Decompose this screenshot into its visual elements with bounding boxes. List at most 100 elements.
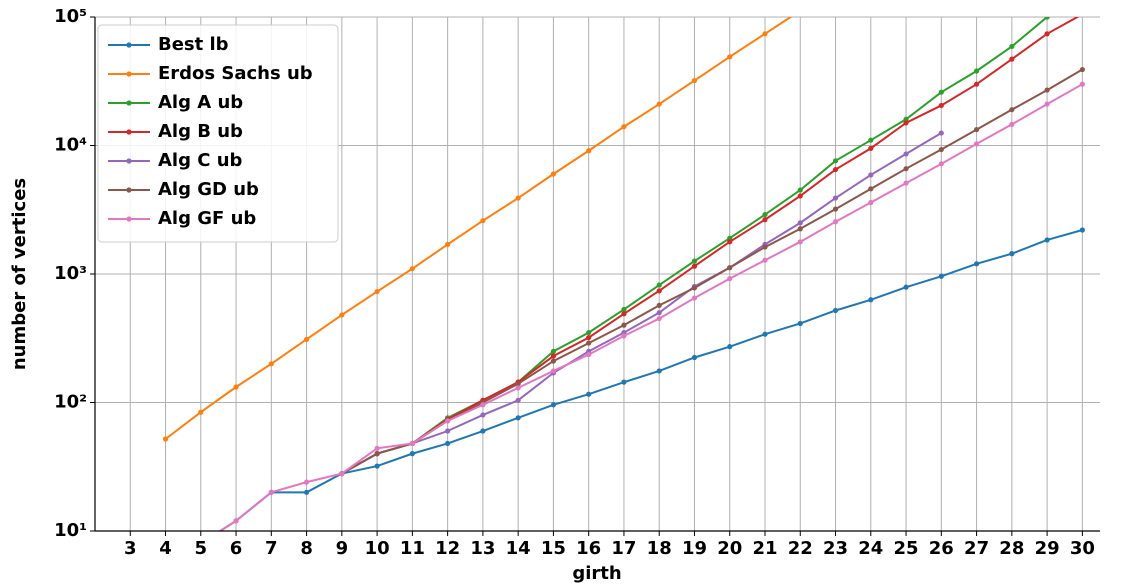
- x-tick-label: 16: [576, 538, 601, 559]
- data-point: [797, 220, 803, 226]
- data-point: [727, 276, 733, 282]
- data-point: [938, 130, 944, 136]
- data-point: [832, 206, 839, 212]
- data-point: [374, 288, 380, 295]
- data-point: [903, 180, 909, 186]
- data-point: [903, 284, 909, 290]
- legend-box: [97, 24, 339, 243]
- data-point: [797, 193, 803, 199]
- data-point: [1044, 31, 1050, 37]
- data-point: [797, 239, 803, 245]
- data-point: [798, 8, 803, 13]
- x-tick-label: 17: [611, 538, 636, 559]
- data-point: [691, 77, 698, 84]
- data-point: [727, 235, 733, 241]
- data-point: [586, 148, 592, 154]
- data-point: [1044, 87, 1050, 93]
- legend-label: Erdos Sachs ub: [158, 63, 313, 84]
- data-point: [903, 151, 909, 157]
- data-point: [515, 381, 521, 387]
- data-point: [374, 463, 380, 469]
- data-point: [1009, 43, 1015, 50]
- data-point: [550, 348, 557, 354]
- legend-marker: [126, 129, 132, 135]
- x-tick-label: 12: [435, 538, 460, 559]
- data-point: [938, 161, 944, 167]
- data-point: [233, 384, 239, 390]
- y-tick-label: 10⁴: [54, 135, 87, 156]
- x-tick-label: 30: [1070, 538, 1095, 559]
- data-point: [409, 440, 415, 447]
- data-point: [868, 186, 874, 192]
- y-tick-label: 10⁵: [54, 6, 87, 27]
- y-tick-label: 10³: [54, 263, 87, 284]
- data-point: [938, 89, 944, 95]
- data-point: [621, 333, 627, 339]
- data-point: [973, 68, 980, 74]
- x-tick-label: 26: [929, 538, 954, 559]
- data-point: [268, 489, 274, 495]
- data-point: [1080, 12, 1085, 17]
- data-point: [515, 397, 521, 403]
- series-line: [341, 68, 1083, 475]
- data-point: [515, 415, 521, 421]
- data-point: [727, 54, 733, 60]
- data-point: [656, 315, 662, 322]
- x-tick-label: 25: [894, 538, 919, 559]
- x-tick-label: 6: [230, 538, 243, 559]
- data-point: [797, 320, 803, 327]
- data-point: [727, 239, 733, 245]
- data-point: [1009, 56, 1015, 62]
- data-point: [727, 344, 733, 350]
- data-point: [374, 451, 380, 457]
- legend-marker: [126, 187, 132, 193]
- x-tick-label: 8: [300, 538, 313, 559]
- x-tick-label: 24: [858, 538, 883, 559]
- data-point: [973, 126, 980, 133]
- legend-label: Alg B ub: [158, 121, 243, 142]
- data-point: [550, 368, 557, 374]
- data-point: [409, 266, 415, 272]
- data-point: [973, 261, 980, 267]
- data-point: [938, 146, 944, 153]
- data-point: [445, 418, 451, 424]
- legend-marker: [126, 71, 132, 77]
- x-tick-label: 28: [999, 538, 1024, 559]
- data-point: [268, 361, 274, 367]
- plot-area: [162, 8, 1085, 531]
- x-axis-label: girth: [572, 563, 621, 584]
- data-point: [691, 354, 698, 361]
- data-point: [903, 120, 909, 126]
- legend-label: Best lb: [158, 34, 229, 55]
- data-point: [832, 166, 839, 173]
- x-tick-label: 10: [365, 538, 390, 559]
- data-point: [656, 310, 662, 316]
- data-point: [868, 172, 874, 178]
- series-line: [218, 229, 1083, 531]
- data-point: [1009, 251, 1015, 257]
- data-point: [1044, 17, 1050, 20]
- data-point: [832, 219, 839, 225]
- series-line: [341, 17, 1080, 475]
- data-point: [586, 334, 592, 341]
- legend: Best lb Erdos Sachs ub Alg A ub Alg B ub Alg…: [97, 24, 339, 243]
- y-tick-label: 10²: [54, 392, 87, 413]
- x-tick-label: 4: [159, 538, 172, 559]
- x-tick-label: 3: [124, 538, 137, 559]
- data-point: [656, 368, 662, 374]
- data-point: [515, 385, 521, 391]
- x-tick-label: 15: [541, 538, 566, 559]
- data-point: [903, 116, 909, 122]
- legend-label: Alg GD ub: [158, 179, 259, 200]
- data-point: [233, 518, 239, 524]
- data-point: [656, 282, 662, 288]
- legend-marker: [126, 216, 132, 222]
- data-point: [480, 412, 486, 418]
- data-point: [938, 102, 944, 109]
- data-point: [1079, 81, 1085, 87]
- data-point: [656, 288, 662, 294]
- data-point: [762, 331, 768, 337]
- data-point: [973, 81, 980, 87]
- x-tick-label: 22: [788, 538, 813, 559]
- x-tick-label: 5: [195, 538, 208, 559]
